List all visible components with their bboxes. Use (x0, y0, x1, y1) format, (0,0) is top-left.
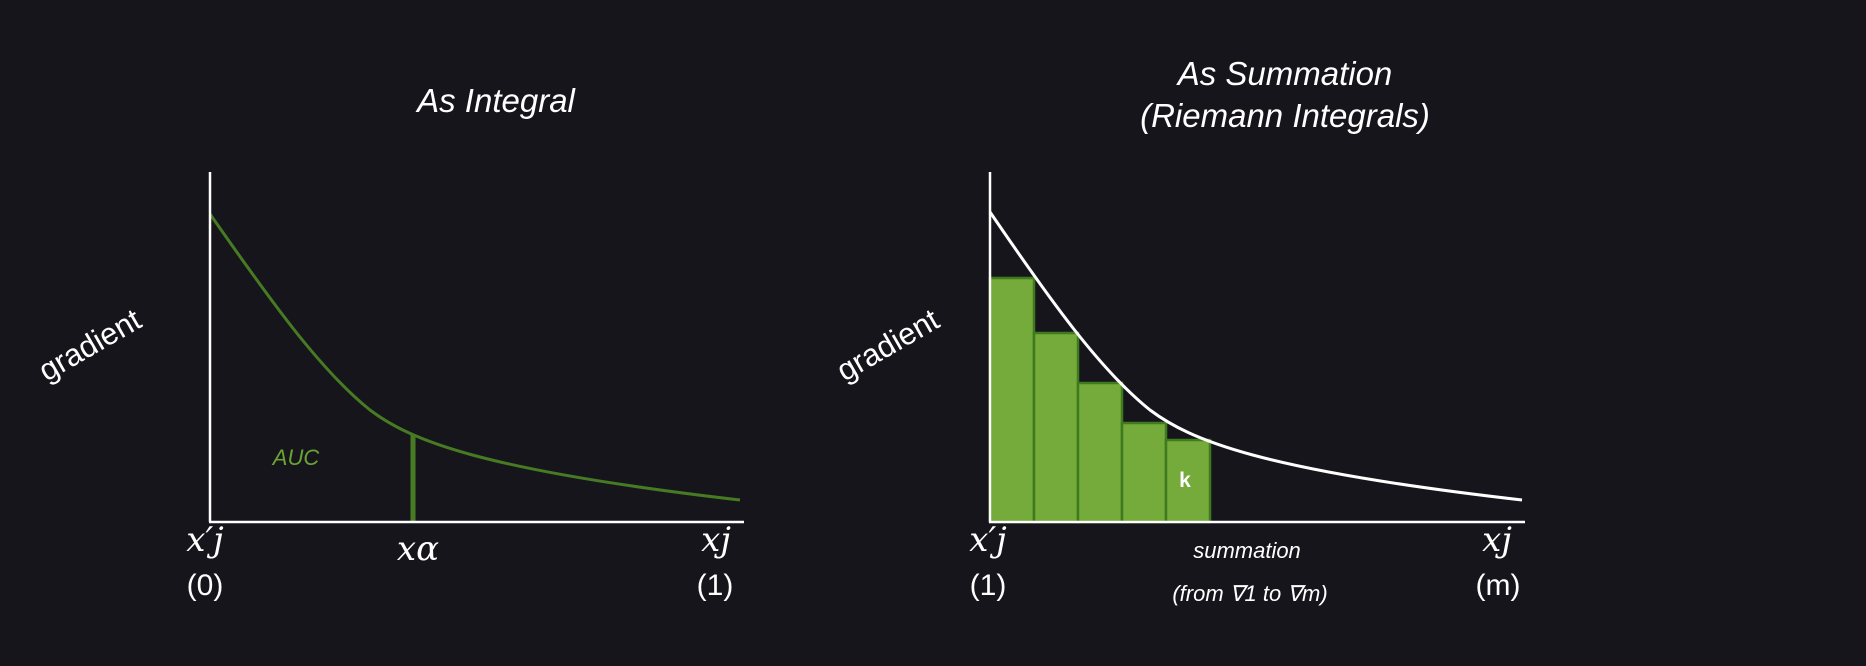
summation-range-note: (from ∇1 to ∇m) (1172, 581, 1327, 606)
riemann-bars (988, 276, 1212, 524)
left-x-end-sub: (1) (697, 569, 734, 602)
left-ylabel: gradient (32, 302, 147, 389)
left-x-start-sub: (0) (187, 569, 224, 602)
right-x-start-label: x′j (969, 520, 1007, 560)
left-x-alpha-label: xα (397, 529, 439, 569)
right-x-start-sub: (1) (970, 569, 1007, 602)
summation-note: summation (1193, 538, 1301, 563)
left-curve (208, 213, 741, 502)
left-title: As Integral (415, 82, 576, 119)
right-panel: As Summation (Riemann Integrals) gradien… (830, 55, 1525, 606)
bar-k-label: k (1179, 469, 1191, 492)
riemann-bar-4 (1120, 421, 1168, 524)
riemann-bar-5 (1164, 438, 1212, 524)
right-x-end-sub: (m) (1476, 569, 1521, 602)
riemann-bar-1 (988, 276, 1036, 524)
right-curve (988, 211, 1523, 502)
left-x-start-label: x′j (186, 520, 224, 560)
riemann-bar-2 (1032, 331, 1080, 524)
right-ylabel: gradient (830, 302, 945, 389)
right-title-line2: (Riemann Integrals) (1140, 97, 1430, 134)
riemann-bar-3 (1076, 381, 1124, 524)
right-title-line1: As Summation (1176, 55, 1393, 92)
left-panel: As Integral gradient AUC x′j (0) xα xj (… (32, 82, 744, 602)
auc-label: AUC (271, 445, 320, 470)
left-x-end-label: xj (701, 520, 731, 560)
right-x-end-label: xj (1482, 520, 1512, 560)
